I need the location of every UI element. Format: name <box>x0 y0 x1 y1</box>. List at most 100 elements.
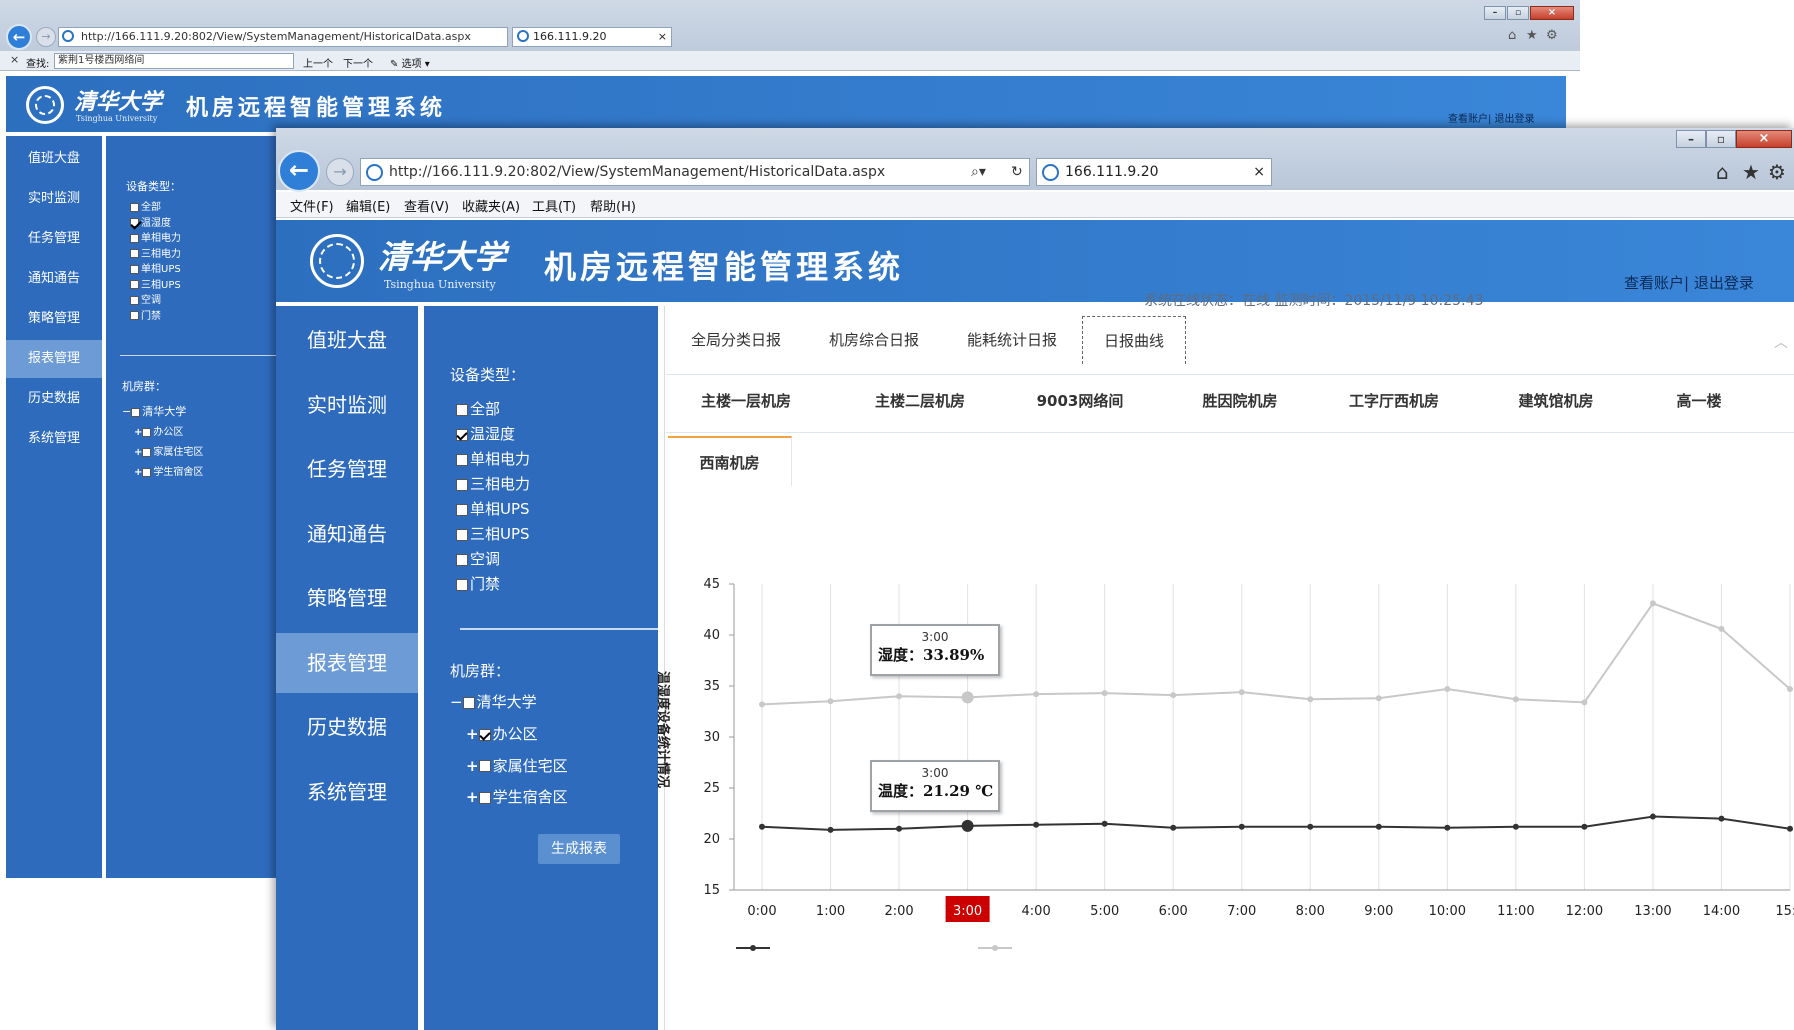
checkbox[interactable] <box>456 453 468 466</box>
close-tab-icon[interactable]: × <box>1253 164 1265 180</box>
nav-item-3[interactable]: 任务管理 <box>307 457 387 481</box>
nav-item-4[interactable]: 通知通告 <box>307 521 387 546</box>
find-prev-button[interactable]: 上一个 <box>303 59 333 70</box>
checkbox[interactable] <box>478 791 491 804</box>
room-tab[interactable]: 胜因院机房 <box>1202 392 1278 410</box>
checkbox[interactable] <box>456 428 468 441</box>
nav-item-6[interactable]: 报表管理 <box>276 632 418 693</box>
nav-item-8[interactable]: 系统管理 <box>307 779 387 804</box>
menu-item[interactable]: 工具(T) <box>532 200 577 215</box>
checkbox[interactable] <box>478 728 491 741</box>
checkbox[interactable] <box>142 467 152 477</box>
generate-report-button[interactable]: 生成报表 <box>538 834 620 864</box>
tree-node[interactable]: + 学生宿舍区 <box>466 786 568 807</box>
checkbox[interactable] <box>130 233 139 243</box>
device-type-option[interactable]: 三相UPS <box>130 276 181 291</box>
device-type-option[interactable]: 单相电力 <box>456 448 530 469</box>
nav-item-6[interactable]: 报表管理 <box>6 340 102 378</box>
close-tab-icon[interactable]: × <box>657 30 667 43</box>
expand-icon[interactable]: + <box>134 447 143 458</box>
close-window-icon[interactable]: × <box>1736 130 1792 148</box>
device-type-option[interactable]: 三相电力 <box>456 473 530 494</box>
tree-node[interactable]: + 办公区 <box>134 423 183 438</box>
device-type-option[interactable]: 温湿度 <box>130 214 171 229</box>
back-browser-tab[interactable]: 166.111.9.20 × <box>512 27 672 47</box>
checkbox[interactable] <box>456 528 468 541</box>
nav-item-5[interactable]: 策略管理 <box>27 311 80 326</box>
nav-item-7[interactable]: 历史数据 <box>307 715 387 739</box>
checkbox[interactable] <box>130 249 139 258</box>
find-close-icon[interactable]: × <box>10 53 20 66</box>
report-tab[interactable]: 能耗统计日报 <box>966 331 1057 349</box>
menu-item[interactable]: 帮助(H) <box>590 200 636 215</box>
find-options-button[interactable]: ✎ 选项 ▾ <box>390 55 430 70</box>
nav-item-7[interactable]: 历史数据 <box>27 391 80 406</box>
back-button[interactable]: ← <box>6 24 32 50</box>
device-type-option[interactable]: 单相电力 <box>130 229 181 244</box>
menu-item[interactable]: 编辑(E) <box>346 200 391 215</box>
room-tab[interactable]: 主楼二层机房 <box>874 392 965 410</box>
room-tab-active[interactable]: 西南机房 <box>668 436 792 486</box>
device-type-option[interactable]: 门禁 <box>130 307 161 322</box>
checkbox[interactable] <box>456 403 468 416</box>
collapse-icon[interactable]: − <box>450 693 463 711</box>
room-tab[interactable]: 9003网络间 <box>1036 392 1124 410</box>
tree-node[interactable]: + 家属住宅区 <box>134 443 203 458</box>
device-type-option[interactable]: 单相UPS <box>456 498 530 519</box>
checkbox[interactable] <box>456 578 468 591</box>
checkbox[interactable] <box>130 264 139 274</box>
checkbox[interactable] <box>130 311 139 320</box>
expand-icon[interactable]: + <box>466 756 479 775</box>
room-tab[interactable]: 工字厅西机房 <box>1348 392 1439 410</box>
checkbox[interactable] <box>462 696 475 709</box>
gear-icon[interactable]: ⚙ <box>1768 160 1786 184</box>
checkbox[interactable] <box>130 280 139 289</box>
back-tree-root[interactable]: − 清华大学 <box>122 403 186 419</box>
nav-item-8[interactable]: 系统管理 <box>27 431 80 446</box>
device-type-option[interactable]: 门禁 <box>456 573 500 594</box>
device-type-option[interactable]: 三相电力 <box>130 245 181 260</box>
search-icon[interactable]: ⌕▾ <box>971 164 986 180</box>
checkbox[interactable] <box>456 503 468 516</box>
front-browser-tab[interactable]: 166.111.9.20 × <box>1036 158 1272 186</box>
star-icon[interactable]: ★ <box>1526 28 1538 43</box>
front-address-bar[interactable]: http://166.111.9.20:802/View/SystemManag… <box>360 158 1030 186</box>
maximize-icon[interactable]: ▫ <box>1507 6 1529 20</box>
checkbox[interactable] <box>130 295 139 305</box>
minimize-icon[interactable]: – <box>1484 6 1506 20</box>
star-icon[interactable]: ★ <box>1742 160 1760 184</box>
device-type-option[interactable]: 三相UPS <box>456 523 530 544</box>
device-type-option[interactable]: 全部 <box>130 198 161 213</box>
scroll-up-icon[interactable]: ︿ <box>1774 335 1788 351</box>
nav-item-1[interactable]: 值班大盘 <box>307 328 387 352</box>
checkbox[interactable] <box>456 478 468 491</box>
maximize-icon[interactable]: ▫ <box>1706 130 1736 148</box>
forward-button[interactable]: → <box>36 27 56 47</box>
front-account-links[interactable]: 查看账户| 退出登录 <box>1624 274 1754 292</box>
refresh-icon[interactable]: ↻ <box>1011 164 1023 180</box>
collapse-icon[interactable]: − <box>122 405 132 418</box>
find-input[interactable]: 紫荆1号楼西网络间 <box>54 53 294 69</box>
nav-item-2[interactable]: 实时监测 <box>27 191 80 206</box>
checkbox[interactable] <box>131 407 141 417</box>
report-tab[interactable]: 机房综合日报 <box>828 331 919 349</box>
device-type-option[interactable]: 温湿度 <box>456 423 515 444</box>
nav-item-2[interactable]: 实时监测 <box>307 392 387 417</box>
home-icon[interactable]: ⌂ <box>1716 160 1729 184</box>
find-next-button[interactable]: 下一个 <box>343 59 373 70</box>
menu-item[interactable]: 查看(V) <box>404 200 450 215</box>
checkbox[interactable] <box>130 218 139 227</box>
report-tab[interactable]: 全局分类日报 <box>690 331 781 349</box>
home-icon[interactable]: ⌂ <box>1508 28 1517 43</box>
close-window-icon[interactable]: × <box>1530 6 1574 20</box>
expand-icon[interactable]: + <box>466 725 479 743</box>
menu-item[interactable]: 收藏夹(A) <box>462 200 521 215</box>
nav-item-3[interactable]: 任务管理 <box>27 231 80 246</box>
gear-icon[interactable]: ⚙ <box>1546 28 1558 43</box>
tree-node[interactable]: + 家属住宅区 <box>466 755 568 776</box>
tree-node[interactable]: + 学生宿舍区 <box>134 463 203 478</box>
front-tree-root[interactable]: − 清华大学 <box>450 691 537 712</box>
nav-item-4[interactable]: 通知通告 <box>27 271 80 286</box>
expand-icon[interactable]: + <box>134 427 143 438</box>
minimize-icon[interactable]: – <box>1676 130 1706 148</box>
